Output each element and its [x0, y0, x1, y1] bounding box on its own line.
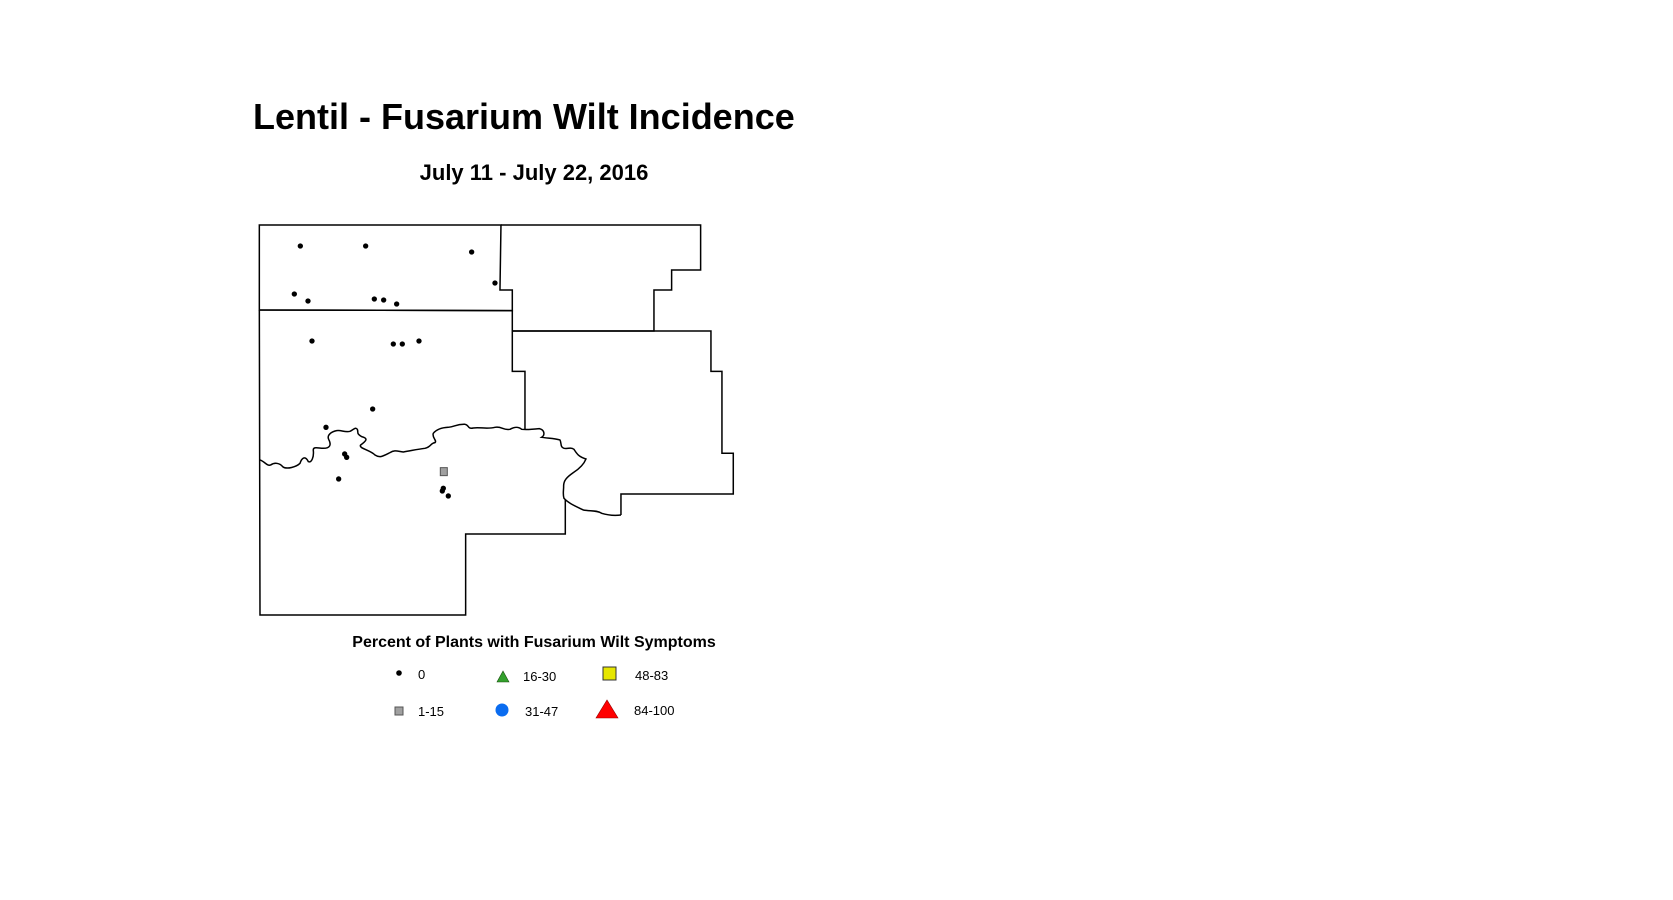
river-boundary [259, 423, 622, 517]
observation-point-0 [305, 298, 311, 304]
legend-symbol-red-triangle [595, 699, 619, 719]
observation-point-0 [445, 493, 451, 499]
observation-point-0 [335, 476, 342, 482]
map-title: Lentil - Fusarium Wilt Incidence [253, 96, 795, 137]
legend-label-0: 0 [418, 667, 426, 682]
county-boundary-e [512, 330, 735, 515]
observation-point-0 [371, 296, 377, 302]
legend-symbol-green-triangle [496, 670, 510, 683]
legend-symbol-gray-square [394, 706, 404, 716]
legend-symbol-blue-circle [495, 703, 509, 717]
legend-label-84-100: 84-100 [634, 703, 675, 718]
observation-point-0 [416, 338, 422, 344]
observation-point-0 [390, 341, 396, 347]
legend-symbol-yellow-square [602, 666, 617, 681]
observation-point-0 [309, 338, 315, 344]
map-subtitle: July 11 - July 22, 2016 [419, 160, 649, 185]
observation-point-0 [439, 488, 445, 494]
observation-point-0 [380, 297, 387, 303]
legend-title: Percent of Plants with Fusarium Wilt Sym… [352, 634, 716, 651]
legend-label-16-30: 16-30 [523, 669, 557, 684]
legend-label-31-47: 31-47 [525, 704, 559, 719]
county-boundary-s [258, 309, 567, 616]
county-boundary-ne [500, 224, 702, 332]
observation-point-0 [399, 341, 405, 347]
observation-point-0 [393, 301, 400, 307]
observation-point-0 [468, 249, 475, 255]
legend-label-48-83: 48-83 [635, 668, 669, 683]
observation-point-0 [297, 243, 303, 249]
observation-point-1-15 [439, 467, 448, 477]
legend-symbol-dot [396, 670, 402, 676]
county-boundary-nw [258, 224, 514, 312]
observation-point-0 [291, 291, 297, 297]
observation-point-0 [323, 424, 329, 430]
observation-point-0 [492, 280, 498, 286]
observation-point-0 [362, 243, 369, 249]
observation-point-0 [369, 406, 376, 412]
observation-point-0 [343, 454, 350, 460]
county-boundary-w [259, 309, 526, 430]
legend-label-1-15: 1-15 [418, 704, 445, 719]
